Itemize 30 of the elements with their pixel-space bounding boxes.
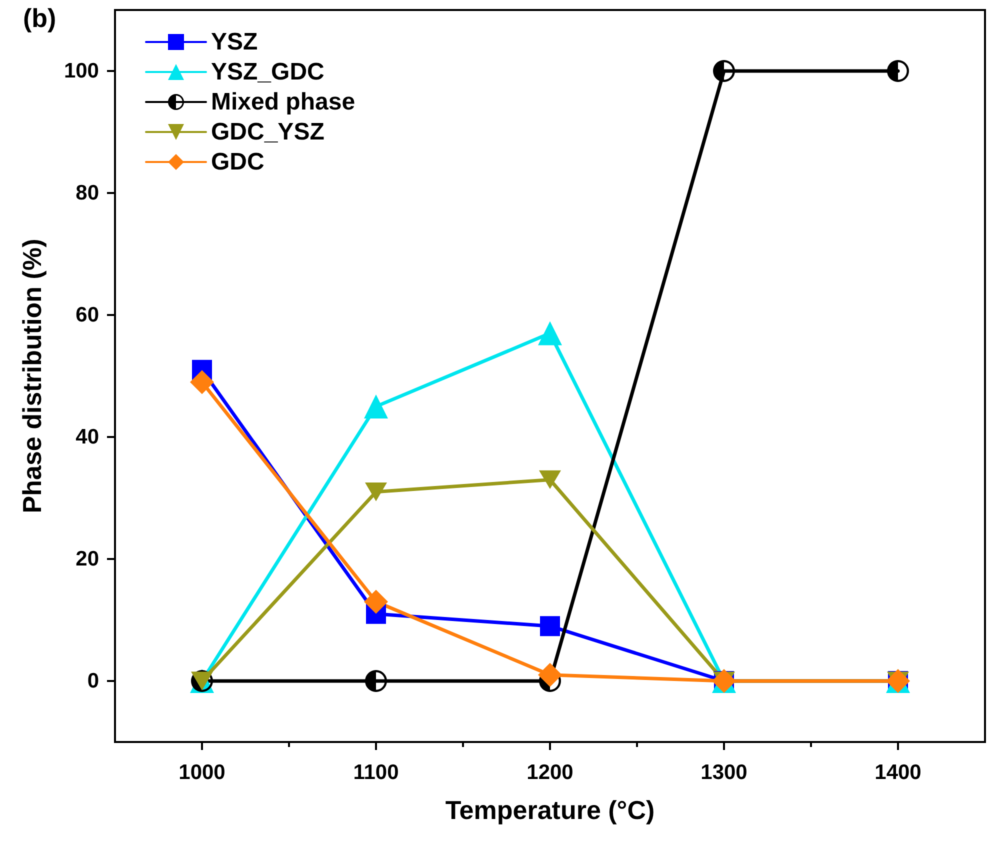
point (539, 470, 561, 490)
point (365, 482, 387, 502)
x-tick-label: 1300 (700, 761, 748, 784)
point (887, 60, 909, 82)
x-tick-label: 1200 (526, 761, 574, 784)
x-tick-label: 1000 (178, 761, 226, 784)
y-tick-label: 100 (64, 60, 99, 82)
text: (b) (23, 3, 56, 33)
y-tick-label: 80 (76, 182, 99, 204)
y-tick-label: 40 (76, 426, 99, 448)
x-axis-title: Temperature (°C) (445, 795, 655, 825)
y-axis-title: Phase distribution (%) (17, 238, 47, 514)
point (364, 394, 388, 418)
point (190, 370, 214, 394)
x-tick-label: 1400 (874, 761, 922, 784)
point (364, 590, 388, 614)
y-tick-label: 0 (87, 670, 99, 692)
y-tick-label: 60 (76, 304, 99, 326)
point (540, 616, 560, 636)
legend-label: GDC (211, 148, 264, 176)
point (538, 662, 562, 687)
legend-label: YSZ (211, 28, 258, 56)
legend-label: YSZ_GDC (211, 58, 324, 86)
y-tick-label: 20 (76, 548, 99, 570)
legend-label: GDC_YSZ (211, 118, 324, 146)
legend-label: Mixed phase (211, 88, 356, 116)
point (713, 60, 735, 82)
x-tick-label: 1100 (353, 761, 399, 784)
point (538, 321, 562, 346)
point (365, 670, 387, 692)
